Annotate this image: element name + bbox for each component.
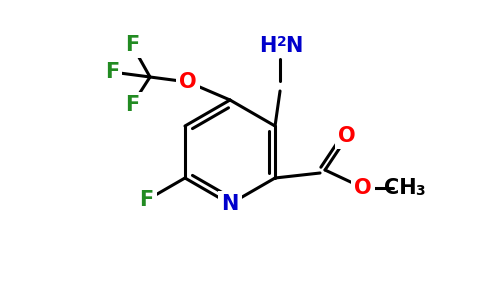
Text: O: O bbox=[179, 72, 197, 92]
Text: 2: 2 bbox=[277, 35, 287, 49]
Text: F: F bbox=[125, 35, 139, 55]
Text: CH: CH bbox=[384, 178, 416, 198]
Text: O: O bbox=[354, 178, 372, 198]
Text: O: O bbox=[338, 126, 356, 146]
Text: N: N bbox=[221, 194, 239, 214]
Text: N: N bbox=[285, 36, 302, 56]
Text: H: H bbox=[258, 36, 276, 56]
Text: F: F bbox=[125, 95, 139, 115]
Text: 3: 3 bbox=[415, 184, 424, 198]
Text: F: F bbox=[105, 62, 119, 82]
Text: F: F bbox=[139, 190, 154, 210]
